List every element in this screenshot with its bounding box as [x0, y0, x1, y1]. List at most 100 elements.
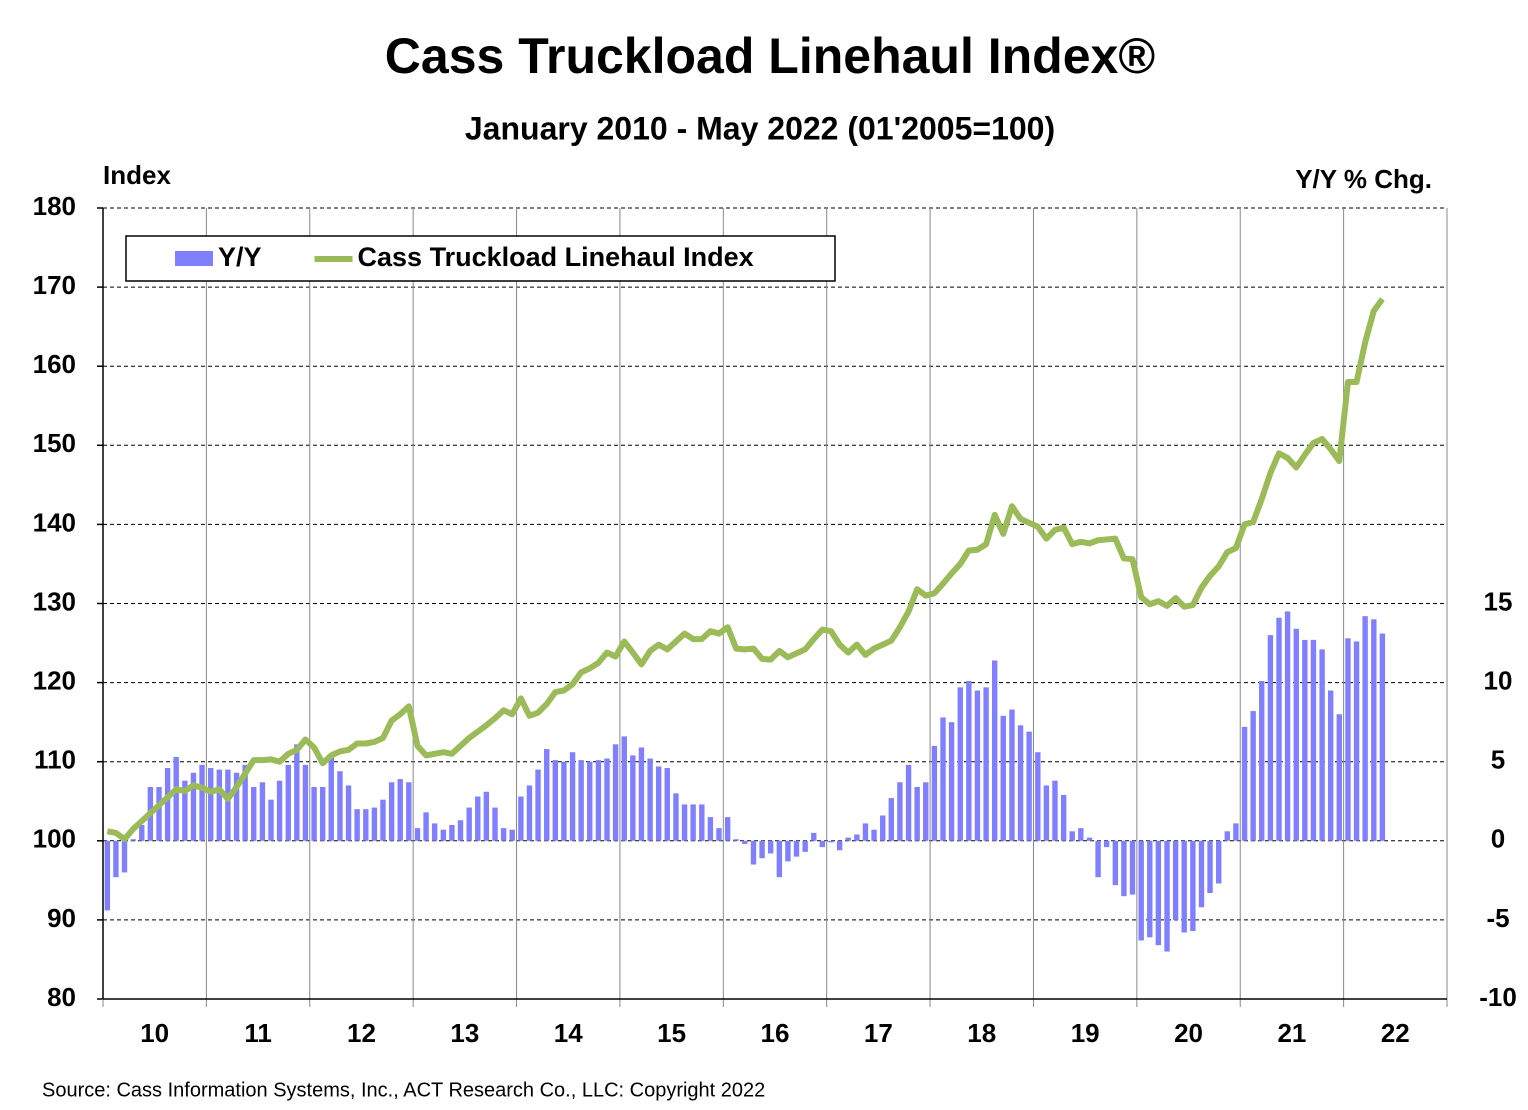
bar — [1095, 840, 1101, 878]
bar — [268, 799, 274, 841]
bar — [716, 828, 722, 841]
bar — [1310, 639, 1317, 841]
y-tick-label: 120 — [33, 665, 76, 695]
y2-tick-label: -10 — [1479, 982, 1517, 1012]
bar — [475, 796, 481, 841]
y2-tick-label: 0 — [1491, 824, 1505, 854]
bar — [526, 785, 533, 841]
y2-axis-label: Y/Y % Chg. — [1295, 164, 1432, 194]
bar — [897, 782, 903, 841]
bar — [638, 747, 645, 841]
bar — [552, 760, 559, 841]
bar — [518, 796, 524, 841]
bar — [1000, 715, 1006, 841]
y2-tick-label: 5 — [1491, 745, 1505, 775]
bar — [1052, 780, 1058, 841]
y2-tick-label: 15 — [1484, 586, 1513, 616]
bar — [1207, 840, 1213, 894]
bar — [673, 793, 679, 841]
bar — [1371, 619, 1377, 841]
x-tick-label: 17 — [864, 1018, 893, 1048]
bar — [655, 766, 662, 841]
bar — [1155, 840, 1162, 946]
bar — [604, 758, 610, 841]
bar — [345, 785, 352, 841]
bar — [724, 817, 731, 841]
bar — [233, 772, 240, 841]
bar — [1379, 633, 1386, 841]
legend: Y/Y Cass Truckload Linehaul Index — [125, 235, 836, 282]
bar — [983, 687, 989, 841]
bar — [1302, 639, 1308, 841]
bar — [276, 780, 283, 841]
bar — [216, 769, 223, 841]
y-tick-label: 80 — [47, 982, 76, 1012]
bar — [1129, 840, 1136, 895]
bar — [509, 829, 515, 841]
x-tick-label: 12 — [347, 1018, 376, 1048]
bar — [440, 829, 447, 841]
bar — [1009, 709, 1015, 841]
bar — [1336, 714, 1342, 841]
bar — [905, 764, 912, 841]
bar — [294, 744, 300, 841]
bar — [871, 829, 877, 841]
y-axis-label: Index — [103, 160, 171, 190]
bar — [406, 782, 412, 841]
y-tick-label: 170 — [33, 270, 76, 300]
bar — [578, 760, 584, 841]
bar — [1284, 611, 1291, 841]
bar — [1121, 840, 1127, 897]
bar — [569, 752, 576, 841]
bar — [251, 787, 257, 841]
bar — [139, 824, 145, 841]
bar — [957, 687, 963, 841]
bar — [1078, 828, 1084, 841]
y-tick-label: 100 — [33, 824, 76, 854]
y-tick-label: 110 — [34, 745, 76, 775]
y-tick-label: 140 — [33, 507, 76, 537]
legend-box — [125, 235, 836, 282]
bar — [940, 717, 946, 841]
bar — [1060, 794, 1067, 841]
bar — [1241, 726, 1248, 841]
bar — [561, 761, 567, 841]
x-tick-label: 18 — [967, 1018, 996, 1048]
x-tick-label: 22 — [1381, 1018, 1410, 1048]
x-tick-label: 11 — [244, 1018, 272, 1048]
bar — [630, 755, 636, 841]
bar — [776, 840, 783, 878]
bar — [337, 771, 343, 841]
bar — [647, 758, 653, 841]
bar — [199, 764, 205, 841]
y-tick-label: 130 — [33, 586, 76, 616]
bar — [544, 749, 550, 841]
source-note: Source: Cass Information Systems, Inc., … — [42, 1079, 765, 1101]
bar — [845, 837, 851, 841]
legend-label: Cass Truckload Linehaul Index — [358, 242, 754, 272]
bar — [1026, 731, 1032, 841]
x-tick-label: 19 — [1071, 1018, 1100, 1048]
bar — [1164, 840, 1170, 952]
bar — [880, 815, 886, 841]
bar — [914, 787, 920, 841]
bar — [759, 840, 765, 859]
bar — [888, 798, 895, 841]
bar — [1267, 635, 1274, 841]
bar — [974, 690, 981, 841]
y2-tick-label: 10 — [1484, 665, 1513, 695]
bar — [854, 834, 860, 841]
bar — [1138, 840, 1144, 941]
bar — [225, 769, 231, 841]
bar — [819, 840, 826, 848]
bar — [328, 756, 334, 841]
bar — [1190, 840, 1196, 931]
bar — [388, 782, 395, 841]
bar — [802, 840, 808, 852]
bar — [1319, 649, 1325, 841]
bar — [767, 840, 774, 854]
bar — [966, 681, 972, 841]
bar — [414, 828, 421, 841]
bar — [1017, 725, 1024, 841]
